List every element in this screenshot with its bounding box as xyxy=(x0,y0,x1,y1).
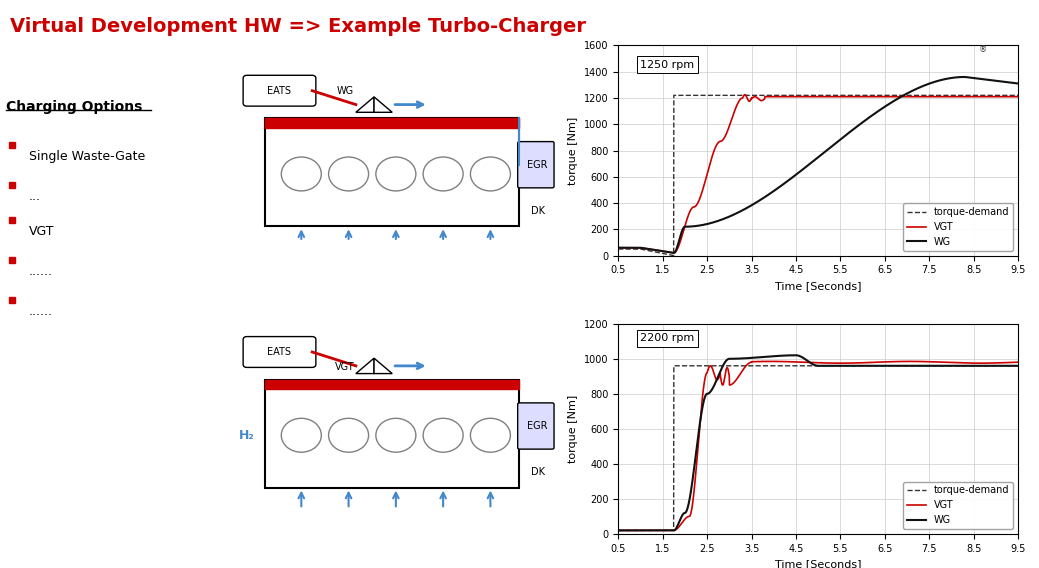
Bar xyxy=(265,119,520,128)
Text: Virtual Development HW => Example Turbo-Charger: Virtual Development HW => Example Turbo-… xyxy=(10,17,586,36)
Y-axis label: torque [Nm]: torque [Nm] xyxy=(568,395,579,463)
FancyBboxPatch shape xyxy=(517,141,554,188)
Circle shape xyxy=(471,157,510,191)
Text: DK: DK xyxy=(531,467,544,477)
Text: EGR: EGR xyxy=(528,160,548,170)
Circle shape xyxy=(282,157,321,191)
X-axis label: Time [Seconds]: Time [Seconds] xyxy=(775,559,861,568)
Bar xyxy=(265,380,520,389)
Polygon shape xyxy=(355,358,374,374)
Text: Single Waste-Gate: Single Waste-Gate xyxy=(29,150,145,162)
Text: ......: ...... xyxy=(29,265,53,278)
Text: 2200 rpm: 2200 rpm xyxy=(640,333,695,343)
Text: EATS: EATS xyxy=(267,86,292,96)
Text: VGT: VGT xyxy=(29,225,55,237)
Bar xyxy=(265,380,520,488)
Circle shape xyxy=(328,418,369,452)
Text: VGT: VGT xyxy=(336,362,354,373)
Bar xyxy=(265,119,520,227)
Text: ......: ...... xyxy=(29,304,53,318)
Legend: torque-demand, VGT, WG: torque-demand, VGT, WG xyxy=(903,482,1013,529)
FancyBboxPatch shape xyxy=(517,403,554,449)
Circle shape xyxy=(423,157,463,191)
Polygon shape xyxy=(355,97,374,112)
Polygon shape xyxy=(374,97,393,112)
Legend: torque-demand, VGT, WG: torque-demand, VGT, WG xyxy=(903,203,1013,250)
Text: ...: ... xyxy=(29,190,42,203)
Text: H₂: H₂ xyxy=(239,429,255,442)
FancyBboxPatch shape xyxy=(243,76,316,106)
Text: EATS: EATS xyxy=(267,347,292,357)
Circle shape xyxy=(376,157,416,191)
Text: DK: DK xyxy=(531,206,544,216)
Text: ®: ® xyxy=(979,45,987,55)
FancyBboxPatch shape xyxy=(243,337,316,367)
Text: EGR: EGR xyxy=(528,421,548,431)
X-axis label: Time [Seconds]: Time [Seconds] xyxy=(775,281,861,291)
Polygon shape xyxy=(374,358,393,374)
Text: Charging Options: Charging Options xyxy=(6,100,142,114)
Text: WG: WG xyxy=(337,86,353,96)
Circle shape xyxy=(376,418,416,452)
Circle shape xyxy=(471,418,510,452)
Circle shape xyxy=(423,418,463,452)
Circle shape xyxy=(282,418,321,452)
Circle shape xyxy=(328,157,369,191)
Y-axis label: torque [Nm]: torque [Nm] xyxy=(568,116,579,185)
Text: 1250 rpm: 1250 rpm xyxy=(640,60,694,70)
